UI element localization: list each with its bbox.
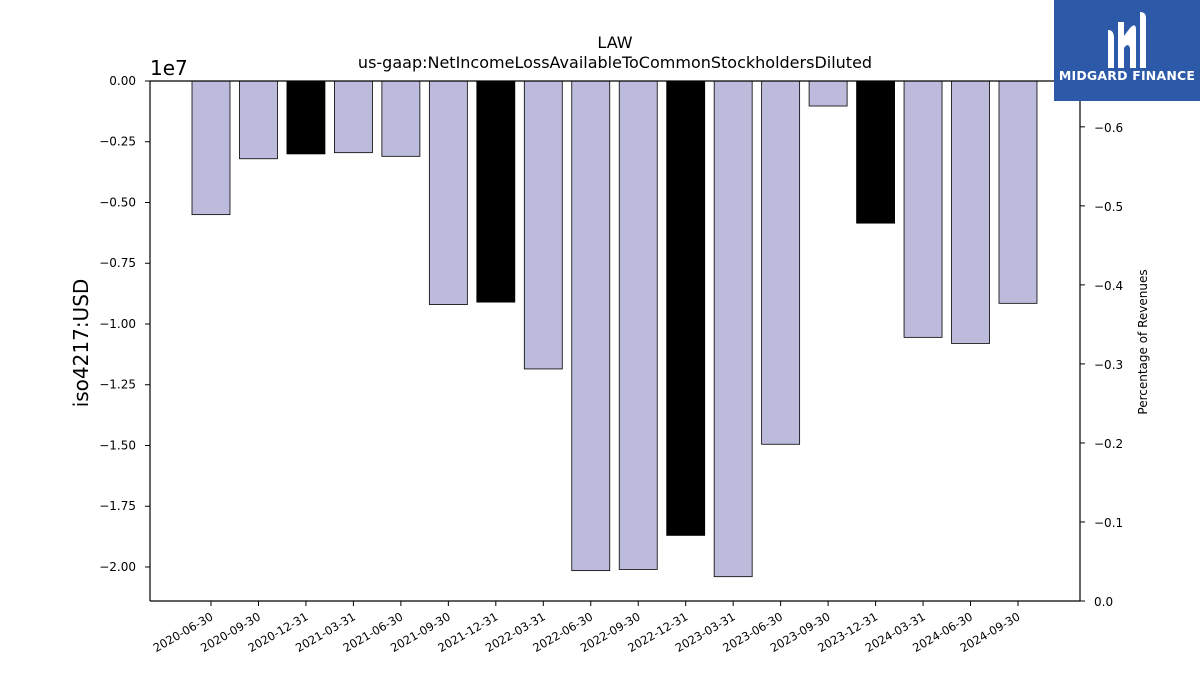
bar-2023-03-31	[713, 80, 753, 578]
bar-2020-12-31	[286, 80, 326, 155]
y-tick-label: −0.25	[99, 135, 136, 149]
bar-2022-12-31	[666, 80, 706, 536]
y2-tick-label: −0.1	[1094, 516, 1123, 530]
bar-2021-06-30	[381, 80, 421, 157]
y2-tick-label: −0.2	[1094, 437, 1123, 451]
bar-2021-03-31	[334, 80, 373, 154]
y-tick-label: 0.00	[109, 74, 136, 88]
y-tick-label: −1.75	[99, 499, 136, 513]
bar-2020-09-30	[239, 80, 278, 160]
y-tick-label: −0.50	[99, 195, 136, 209]
logo-text: MIDGARD FINANCE	[1058, 68, 1196, 83]
y2-tick-label: −0.3	[1094, 358, 1123, 372]
bar-2021-12-31	[476, 80, 516, 303]
bar-2022-03-31	[523, 80, 563, 370]
y2-tick-label: 0.0	[1094, 595, 1113, 609]
y2-tick-label: −0.6	[1094, 121, 1123, 135]
y-tick-label: −1.50	[99, 438, 136, 452]
bar-2020-06-30	[191, 80, 231, 216]
y-tick-label: −1.00	[99, 317, 136, 331]
bar-2024-03-31	[903, 80, 943, 338]
y-tick-label: −2.00	[99, 560, 136, 574]
y-axis-label: iso4217:USD	[69, 279, 93, 408]
bar-2024-09-30	[998, 80, 1038, 304]
chart-title: LAW	[597, 33, 632, 52]
bar-2024-06-30	[951, 80, 990, 344]
bar-2022-09-30	[618, 80, 658, 570]
y2-tick-label: −0.4	[1094, 279, 1123, 293]
bar-2023-06-30	[761, 80, 801, 445]
bar-2023-09-30	[808, 80, 848, 107]
y-tick-label: −0.75	[99, 256, 136, 270]
y-tick-label: −1.25	[99, 378, 136, 392]
chart-subtitle: us-gaap:NetIncomeLossAvailableToCommonSt…	[358, 53, 872, 72]
y2-tick-label: −0.5	[1094, 200, 1123, 214]
bar-2023-12-31	[856, 80, 895, 224]
brand-logo: MIDGARD FINANCE	[1054, 0, 1200, 101]
bar-2021-09-30	[428, 80, 468, 305]
bars-group	[191, 80, 1038, 578]
y-offset-label: 1e7	[150, 56, 188, 80]
y2-axis-label: Percentage of Revenues	[1136, 269, 1150, 414]
bar-2022-06-30	[571, 80, 611, 572]
logo-mark-icon	[1108, 12, 1146, 68]
